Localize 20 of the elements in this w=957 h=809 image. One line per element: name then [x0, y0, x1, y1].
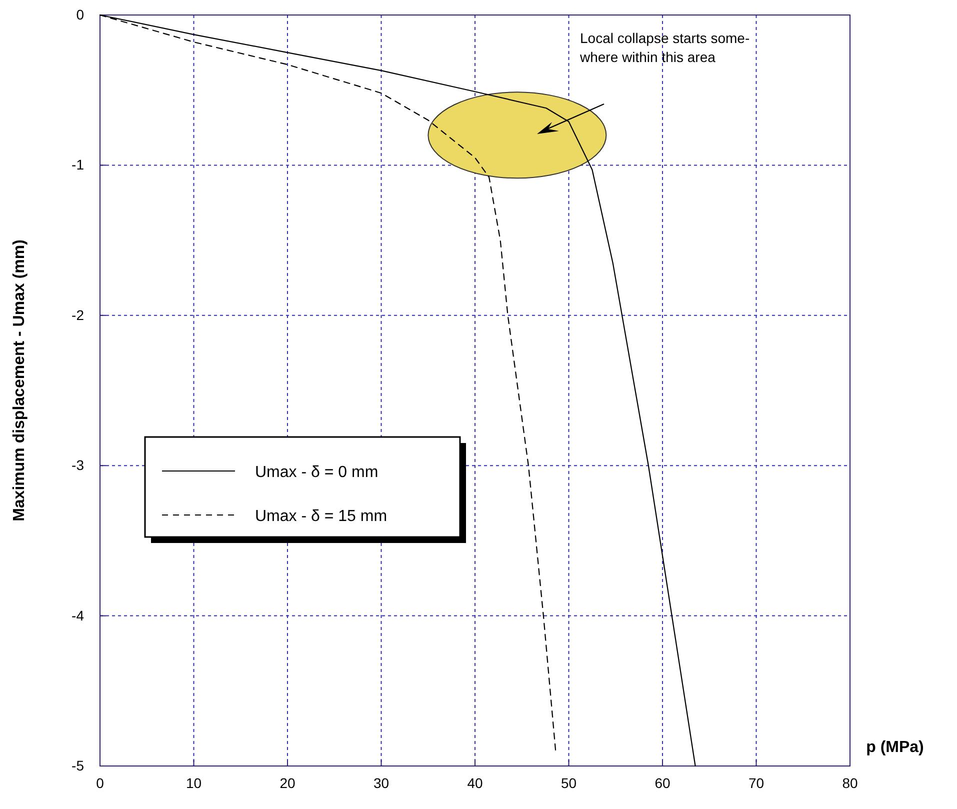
y-axis-title: Maximum displacement - Umax (mm) — [11, 240, 28, 522]
x-tick-label: 70 — [748, 774, 764, 791]
y-tick-label: -3 — [72, 457, 84, 474]
annotation: Local collapse starts some- where within this area — [579, 30, 750, 65]
legend-label: Umax - δ = 15 mm — [255, 508, 388, 525]
y-tick-label: 0 — [76, 6, 84, 22]
y-tick-label: -1 — [72, 156, 84, 173]
x-tick-label: 50 — [560, 774, 577, 791]
y-tick-label: -2 — [72, 306, 84, 323]
legend-label: Umax - δ = 0 mm — [255, 464, 378, 481]
x-tick-label: 40 — [467, 774, 483, 791]
x-tick-label: 20 — [280, 774, 296, 791]
x-tick-label: 60 — [654, 774, 670, 791]
y-tick-label: -5 — [72, 757, 84, 774]
x-tick-label: 30 — [373, 774, 390, 791]
x-tick-label: 10 — [186, 774, 202, 791]
x-axis-title: p (MPa) — [866, 739, 924, 756]
x-tick-label: 80 — [842, 774, 858, 791]
y-tick-label: -4 — [72, 607, 84, 624]
x-tick-label: 0 — [96, 774, 104, 791]
